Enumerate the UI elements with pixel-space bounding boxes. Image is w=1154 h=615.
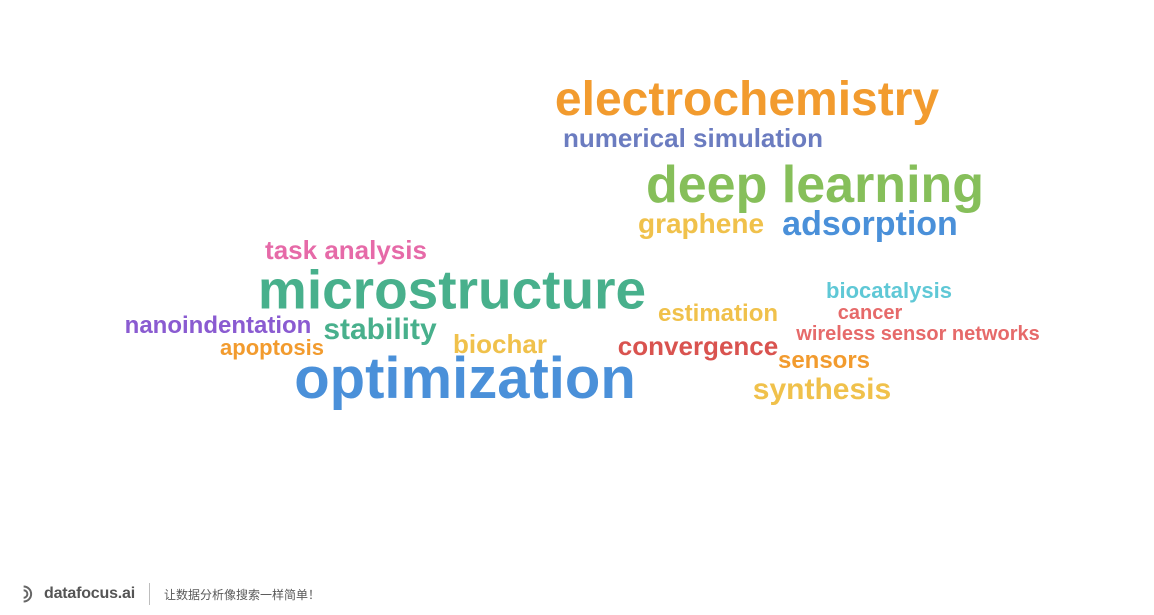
wordcloud-word: microstructure [258, 263, 646, 318]
wordcloud-word: optimization [294, 350, 636, 408]
footer-tagline: 让数据分析像搜索一样简单！ [164, 586, 320, 603]
wordcloud-word: adsorption [782, 207, 958, 241]
brand-logo-text: datafocus.ai [44, 585, 135, 603]
wordcloud-word: biocatalysis [826, 280, 952, 302]
wordcloud-word: electrochemistry [555, 76, 939, 124]
wordcloud-word: convergence [618, 333, 778, 359]
wordcloud-canvas: electrochemistrynumerical simulation deep… [0, 0, 1154, 615]
wordcloud-word: deep learning [646, 159, 984, 211]
wordcloud-word: wireless sensor networks [796, 324, 1039, 344]
wordcloud-word: sensors [778, 349, 870, 373]
wordcloud-word: synthesis [753, 375, 891, 405]
wordcloud-word: cancer [838, 303, 903, 323]
wordcloud-word: graphene [638, 210, 764, 238]
wordcloud-word: numerical simulation [563, 125, 823, 151]
wordcloud-word: estimation [658, 302, 778, 326]
brand-logo-icon [18, 584, 38, 604]
footer-bar: datafocus.ai 让数据分析像搜索一样简单！ [0, 573, 1154, 615]
footer-divider [149, 583, 150, 605]
wordcloud-word: stability [323, 315, 436, 345]
brand-logo: datafocus.ai [18, 584, 135, 604]
